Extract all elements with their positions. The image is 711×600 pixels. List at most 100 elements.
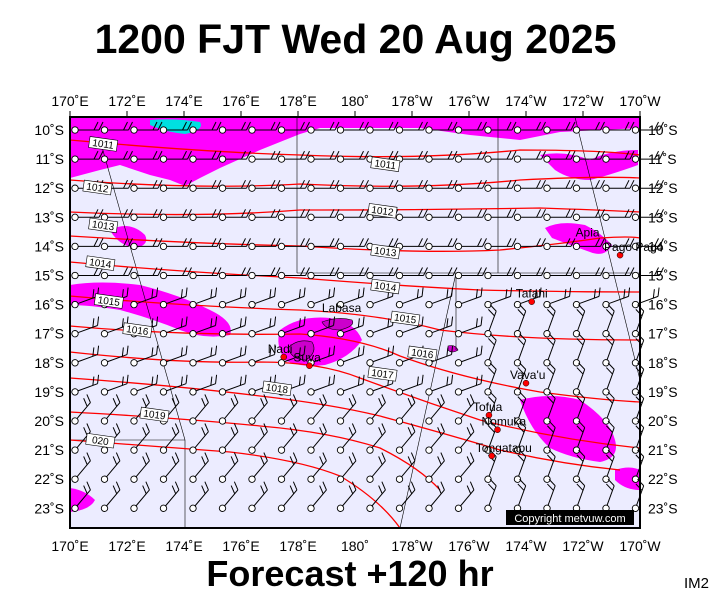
wind-barb-station xyxy=(307,155,315,163)
wind-barb xyxy=(454,452,475,483)
wind-barb xyxy=(71,394,91,425)
wind-barb-shaft xyxy=(224,431,239,449)
wind-barb-feather xyxy=(182,150,187,160)
wind-barb-station xyxy=(71,126,79,134)
wind-barb-feather xyxy=(600,121,605,131)
wind-barb-feather xyxy=(546,454,554,462)
isobar-label-text: 1017 xyxy=(371,368,395,382)
wind-barb-shaft xyxy=(195,295,216,305)
wind-barb-feather xyxy=(659,267,664,276)
wind-barb xyxy=(395,394,416,425)
wind-barb xyxy=(572,209,605,221)
wind-barb-shaft xyxy=(106,460,121,478)
wind-barb-feather xyxy=(482,121,487,131)
wind-barb-feather xyxy=(482,150,487,160)
wind-barb-feather xyxy=(329,121,335,131)
wind-barb xyxy=(484,150,517,163)
wind-barb-feather xyxy=(489,478,497,487)
wind-barb xyxy=(218,287,247,309)
lat-label-left: 13˚S xyxy=(34,209,64,225)
wind-barb xyxy=(100,374,129,396)
wind-barb-feather xyxy=(185,316,188,326)
wind-barb-feather xyxy=(452,238,458,247)
wind-barb-feather xyxy=(303,374,306,384)
wind-barb-station xyxy=(454,242,463,251)
wind-barb-shaft xyxy=(77,383,98,392)
wind-barb-shaft xyxy=(342,402,357,420)
wind-barb-feather xyxy=(418,179,423,189)
wind-barb-feather xyxy=(275,179,281,189)
wind-barb-feather xyxy=(157,209,163,218)
wind-barb xyxy=(513,209,546,221)
wind-barb xyxy=(336,481,357,512)
wind-barb xyxy=(484,287,513,309)
lat-label-left: 22˚S xyxy=(34,471,64,487)
wind-barb-feather xyxy=(654,238,659,247)
wind-barb-feather xyxy=(322,394,327,403)
wind-barb-feather xyxy=(303,345,306,355)
wind-barb-shaft xyxy=(136,383,157,392)
wind-barb xyxy=(336,287,365,309)
wind-barb-feather xyxy=(447,179,453,189)
wind-barb xyxy=(602,150,635,163)
wind-barb-shaft xyxy=(312,402,327,420)
wind-barb-feather xyxy=(440,481,445,491)
wind-barb-shaft xyxy=(461,295,482,305)
wind-barb-feather xyxy=(244,374,247,384)
wind-barb xyxy=(277,481,298,512)
wind-barb-feather xyxy=(182,121,187,131)
wind-barb-feather xyxy=(260,427,265,436)
wind-barb xyxy=(100,267,133,280)
wind-barb-feather xyxy=(93,267,99,276)
wind-barb-feather xyxy=(319,456,324,465)
wind-barb-shaft xyxy=(76,460,91,478)
wind-barb xyxy=(218,394,239,425)
wind-barb-station xyxy=(100,242,109,251)
wind-barb xyxy=(248,238,281,251)
wind-barb-feather xyxy=(263,452,268,462)
wind-barb-shaft xyxy=(342,431,357,449)
wind-barb-feather xyxy=(171,398,177,407)
isobar-label-text: 1018 xyxy=(265,382,289,396)
wind-barb-feather xyxy=(578,362,586,370)
wind-barb xyxy=(130,374,159,396)
wind-barb-feather xyxy=(180,318,183,328)
wind-barb xyxy=(307,423,327,454)
wind-barb-feather xyxy=(423,179,428,189)
wind-barb-feather xyxy=(128,238,133,247)
wind-barb xyxy=(307,150,340,163)
wind-barb-feather xyxy=(388,267,394,276)
wind-barb-feather xyxy=(93,209,99,218)
wind-barb-feather xyxy=(171,456,177,465)
wind-barb-feather xyxy=(329,238,335,247)
isobar-label: 1011 xyxy=(88,136,119,152)
wind-barb-feather xyxy=(239,318,242,328)
wind-barb-shaft xyxy=(135,489,150,507)
wind-barb-shaft xyxy=(431,325,452,334)
wind-barb-station xyxy=(543,184,551,192)
wind-barb-feather xyxy=(548,420,556,428)
wind-barb-feather xyxy=(446,347,449,357)
wind-barb-feather xyxy=(564,289,567,299)
lat-label-left: 17˚S xyxy=(34,326,64,342)
wind-barb-shaft xyxy=(606,398,615,419)
lon-label-bottom: 172˚E xyxy=(108,538,145,554)
wind-barb-feather xyxy=(511,150,517,160)
wind-barb-feather xyxy=(407,485,413,494)
wind-barb xyxy=(248,267,281,280)
wind-barb-feather xyxy=(578,420,586,428)
wind-barb xyxy=(425,209,458,221)
wind-barb-shaft xyxy=(313,295,334,305)
wind-barb xyxy=(602,287,631,309)
wind-barb-station xyxy=(484,155,492,163)
wind-barb-feather xyxy=(263,481,268,491)
wind-barb-station xyxy=(366,126,374,134)
wind-barb xyxy=(189,150,222,163)
wind-barb-shaft xyxy=(430,489,445,507)
wind-barb-station xyxy=(454,213,463,221)
wind-barb-feather xyxy=(246,209,251,218)
place-dot xyxy=(528,298,535,305)
wind-barb-feather xyxy=(595,238,600,247)
wind-barb-feather xyxy=(600,150,605,160)
wind-barb-feather xyxy=(83,485,88,494)
